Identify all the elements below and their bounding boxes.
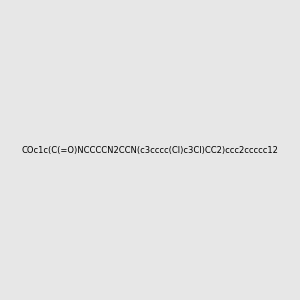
Text: COc1c(C(=O)NCCCCN2CCN(c3cccc(Cl)c3Cl)CC2)ccc2ccccc12: COc1c(C(=O)NCCCCN2CCN(c3cccc(Cl)c3Cl)CC2… xyxy=(22,146,278,154)
